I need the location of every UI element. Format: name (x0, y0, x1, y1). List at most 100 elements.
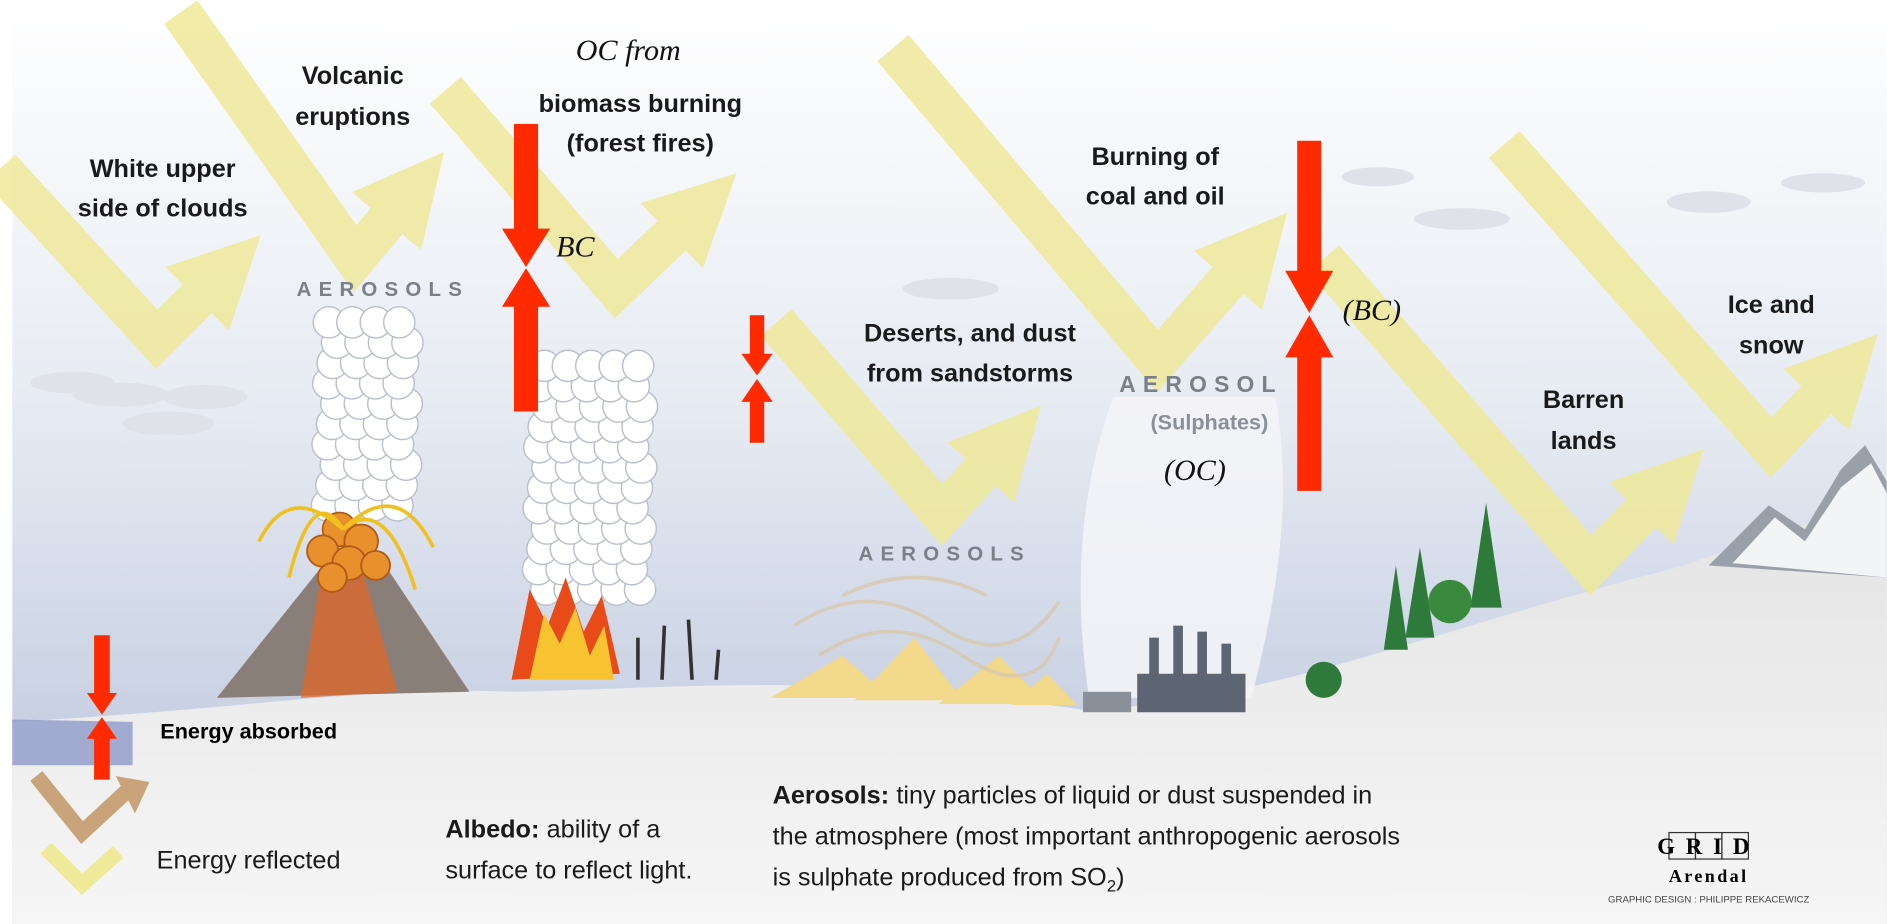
legend-label: Energy reflected (157, 847, 341, 875)
label: Volcanic (302, 62, 404, 90)
logo-text: Arendal (1669, 866, 1749, 886)
label: eruptions (295, 103, 410, 131)
definition: Aerosols: tiny particles of liquid or dus… (773, 782, 1373, 810)
energy-absorbed-arrows (86, 123, 1334, 780)
sunlight-arrow (877, 34, 1288, 393)
label: Burning of (1091, 143, 1219, 171)
ground (12, 514, 1887, 924)
definition: surface to reflect light. (445, 856, 692, 884)
dust-swirl (793, 599, 1061, 647)
lava-bomb (316, 562, 348, 593)
plume-puff (621, 349, 655, 383)
label: coal and oil (1086, 183, 1225, 211)
sunlight-arrow (1488, 130, 1878, 478)
dust-swirl (841, 575, 988, 598)
term: Albedo: (445, 815, 539, 843)
red-arrow-head (86, 717, 117, 739)
red-arrow-head (1285, 270, 1334, 313)
handwritten-label: (BC) (1343, 293, 1401, 327)
lava (301, 565, 398, 698)
red-arrow-head (501, 268, 551, 307)
definition-text: ability of a (547, 815, 662, 843)
legend-red-arrow (86, 635, 117, 780)
sunlight-arrow (164, 0, 445, 293)
label: White upper (90, 155, 236, 183)
red-arrow-shaft (749, 315, 765, 357)
label: Deserts, and dust (864, 320, 1076, 348)
definition: the atmosphere (most important anthropog… (773, 823, 1400, 851)
red-arrow-pair (501, 123, 551, 412)
definition-text: tiny particles of liquid or dust suspend… (896, 782, 1372, 810)
subscript: 2 (1107, 877, 1116, 896)
water (12, 719, 133, 766)
red-arrow-shaft (1297, 140, 1322, 274)
red-arrow-shaft (513, 123, 539, 233)
red-arrow-shaft (94, 736, 110, 780)
red-arrow-shaft (94, 635, 110, 696)
legend-label: Energy absorbed (160, 719, 337, 744)
term: Aerosols: (773, 782, 889, 810)
sunlight-arrows (0, 0, 1878, 596)
snow-caps (1732, 463, 1887, 578)
spark (287, 511, 345, 578)
cloud (1413, 208, 1511, 230)
dune (938, 655, 1047, 704)
definition: is sulphate produced from SO2) (773, 864, 1125, 896)
label: side of clouds (78, 195, 248, 223)
aerosols-label: AEROSOL (1119, 371, 1282, 397)
aerosols-label: AEROSOLS (297, 278, 469, 301)
chimney (1149, 637, 1159, 677)
spark (257, 506, 345, 543)
definition: Albedo: ability of a (445, 815, 661, 843)
label: (forest fires) (567, 130, 714, 158)
sparks (257, 504, 435, 591)
handwritten-label: BC (556, 229, 595, 263)
designer-credit: GRAPHIC DESIGN : PHILIPPE REKACEWICZ (1608, 894, 1809, 905)
dune (770, 655, 891, 698)
trunk (686, 619, 694, 680)
dust-swirl (817, 629, 1061, 678)
cloud (162, 385, 247, 410)
tree (1305, 661, 1342, 698)
sunlight-arrow (429, 76, 737, 319)
tree (1470, 502, 1502, 608)
handwritten-label: OC from (576, 33, 681, 67)
label: snow (1739, 332, 1804, 360)
tree (1383, 565, 1408, 650)
label: Ice and (1728, 291, 1815, 319)
red-arrow-shaft (1297, 354, 1322, 491)
red-arrow-head (1285, 315, 1334, 358)
logo-box (1721, 831, 1749, 860)
sulphate-haze (1080, 397, 1283, 698)
trees (1305, 502, 1502, 698)
burnt-trees (636, 619, 721, 680)
cloud (72, 382, 169, 407)
forest-fire (511, 577, 721, 680)
sunlight-arrow (760, 309, 1042, 546)
red-arrow-shaft (513, 303, 539, 412)
sky-clouds (30, 167, 1866, 436)
red-arrow-head (86, 693, 117, 715)
chimney (1197, 631, 1207, 677)
lava-bomb (360, 550, 391, 581)
dune (1010, 673, 1078, 706)
plume-puff (382, 305, 416, 339)
definition-text: is sulphate produced from SO (773, 864, 1107, 892)
grid-logo: GRID Arendal GRAPHIC DESIGN : PHILIPPE R… (1608, 831, 1809, 905)
chimney (1221, 643, 1232, 677)
chimney (1173, 625, 1183, 677)
legend-yellow-arrow (40, 842, 124, 896)
legend-brown-head (115, 776, 150, 814)
logo-text: GRID (1657, 834, 1760, 859)
label: (Sulphates) (1150, 410, 1268, 435)
red-arrow-head (501, 228, 551, 268)
lava-bombs (306, 511, 391, 593)
factory-building (1137, 673, 1246, 713)
dunes (770, 637, 1078, 706)
dust (793, 575, 1061, 678)
cloud (902, 277, 999, 300)
aerosols-label: AEROSOLS (858, 543, 1030, 566)
red-arrow-head (741, 378, 773, 402)
